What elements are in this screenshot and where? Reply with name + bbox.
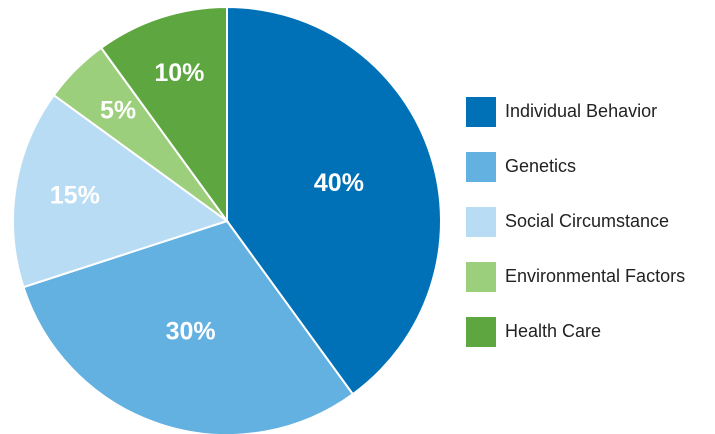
legend-label: Individual Behavior: [505, 101, 657, 121]
pie-slice: [12, 93, 230, 289]
slice-label: 15%: [50, 182, 100, 210]
pie-slice: [99, 5, 228, 225]
legend-swatch: [466, 97, 496, 127]
slice-label: 40%: [314, 169, 364, 197]
slice-label: 30%: [166, 318, 216, 346]
legend-label: Social Circumstance: [505, 211, 669, 231]
slice-label: 5%: [100, 97, 136, 125]
legend-swatch: [466, 152, 496, 182]
legend-swatch: [466, 262, 496, 292]
legend-label: Health Care: [505, 321, 601, 341]
slice-label: 10%: [154, 59, 204, 87]
legend-label: Genetics: [505, 156, 576, 176]
pie-slice: [226, 5, 442, 396]
legend-label: Environmental Factors: [505, 266, 685, 286]
legend-swatch: [466, 207, 496, 237]
pie-slice: [22, 219, 355, 434]
legend-swatch: [466, 317, 496, 347]
